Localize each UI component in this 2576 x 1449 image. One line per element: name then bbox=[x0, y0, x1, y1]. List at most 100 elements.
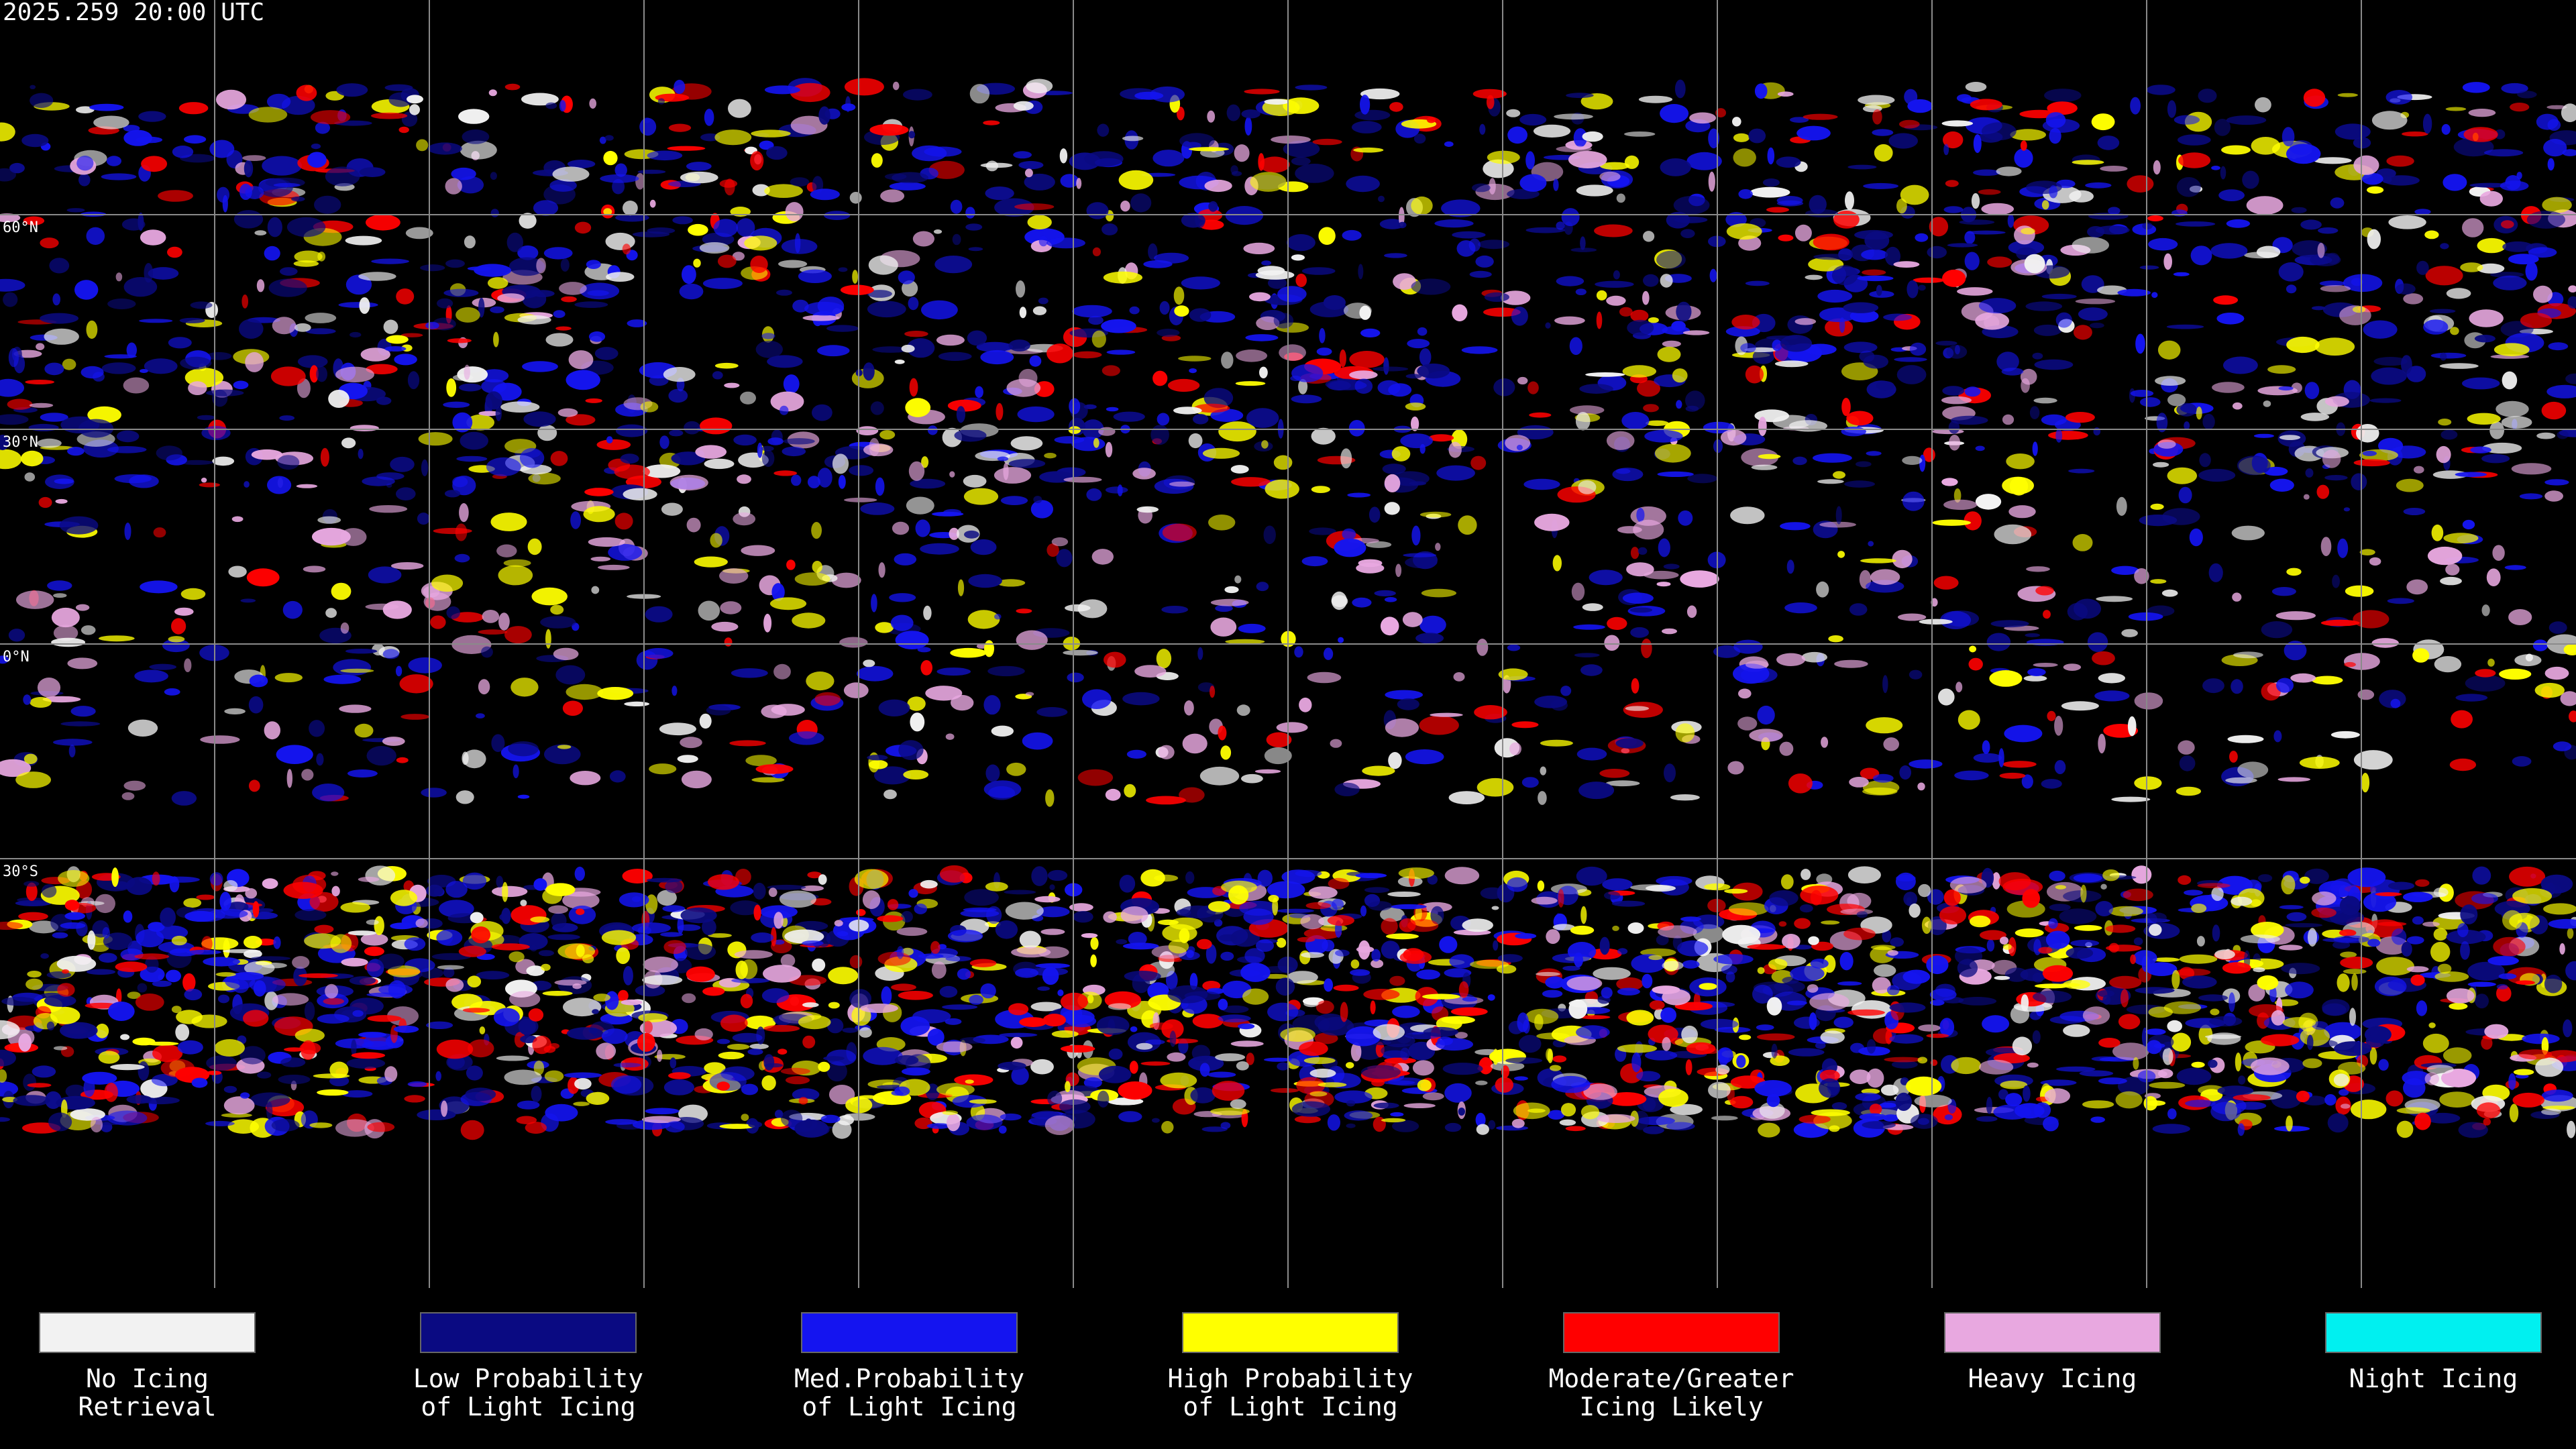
icing-patch bbox=[1419, 615, 1446, 635]
icing-patch bbox=[1966, 230, 2006, 235]
icing-patch bbox=[1199, 1063, 1210, 1077]
icing-patch bbox=[2043, 1116, 2059, 1132]
icing-patch bbox=[2257, 975, 2279, 990]
icing-patch bbox=[1029, 355, 1042, 367]
icing-patch bbox=[1384, 597, 1397, 602]
icing-patch bbox=[1957, 959, 1978, 977]
icing-patch bbox=[1024, 173, 1055, 191]
icing-patch bbox=[627, 319, 647, 327]
icing-patch bbox=[2290, 673, 2316, 683]
icing-patch bbox=[296, 484, 318, 488]
icing-patch bbox=[1469, 270, 1492, 278]
icing-patch bbox=[1044, 1115, 1075, 1135]
icing-patch bbox=[244, 961, 275, 975]
icing-patch bbox=[1352, 597, 1372, 608]
legend-label: Icing Likely bbox=[1579, 1392, 1764, 1421]
icing-patch bbox=[660, 932, 684, 937]
icing-patch bbox=[1197, 647, 1203, 660]
icing-patch bbox=[1056, 549, 1073, 568]
icing-patch bbox=[2455, 694, 2488, 702]
icing-patch bbox=[761, 988, 790, 1004]
icing-patch bbox=[719, 1124, 755, 1129]
icing-patch bbox=[2163, 253, 2172, 270]
icing-patch bbox=[1811, 1109, 1850, 1116]
icing-patch bbox=[111, 867, 119, 888]
icing-patch bbox=[616, 947, 631, 965]
icing-patch bbox=[1815, 1042, 1826, 1049]
icing-patch bbox=[1958, 997, 1997, 1006]
icing-patch bbox=[176, 1010, 203, 1024]
icing-patch bbox=[405, 227, 433, 239]
icing-patch bbox=[2073, 325, 2092, 340]
icing-patch bbox=[1096, 1016, 1130, 1035]
icing-patch bbox=[1724, 888, 1748, 894]
icing-patch bbox=[1063, 476, 1102, 483]
icing-patch bbox=[593, 994, 610, 1002]
icing-patch bbox=[2433, 888, 2449, 898]
icing-patch bbox=[396, 757, 409, 763]
icing-patch bbox=[93, 115, 129, 129]
icing-patch bbox=[38, 496, 52, 508]
icing-patch bbox=[103, 932, 133, 951]
icing-patch bbox=[1630, 309, 1649, 322]
icing-patch bbox=[1664, 763, 1676, 783]
icing-patch bbox=[1519, 174, 1547, 192]
icing-patch bbox=[812, 561, 822, 573]
icing-patch bbox=[740, 391, 756, 405]
icing-patch bbox=[490, 306, 504, 313]
icing-patch bbox=[2153, 160, 2161, 175]
icing-patch bbox=[520, 1035, 537, 1043]
icing-patch bbox=[490, 513, 527, 531]
icing-patch bbox=[2171, 1032, 2192, 1052]
icing-patch bbox=[0, 213, 21, 223]
icing-patch bbox=[2484, 149, 2524, 157]
icing-patch bbox=[2425, 266, 2463, 286]
icing-patch bbox=[2096, 596, 2133, 602]
icing-patch bbox=[2472, 866, 2491, 885]
icing-patch bbox=[172, 146, 194, 158]
icing-patch bbox=[1368, 506, 1381, 523]
icing-patch bbox=[790, 83, 830, 103]
icing-patch bbox=[123, 780, 146, 791]
icing-patch bbox=[1893, 261, 1920, 268]
icing-patch bbox=[23, 216, 45, 225]
icing-patch bbox=[1037, 986, 1050, 991]
icing-patch bbox=[2055, 429, 2063, 443]
icing-patch bbox=[1027, 215, 1052, 230]
icing-patch bbox=[1480, 887, 1505, 900]
icing-patch bbox=[1011, 1066, 1029, 1085]
icing-patch bbox=[267, 217, 282, 237]
icing-patch bbox=[527, 538, 542, 555]
icing-patch bbox=[2512, 756, 2532, 767]
icing-patch bbox=[999, 1032, 1038, 1038]
icing-patch bbox=[1008, 459, 1046, 468]
icing-patch bbox=[1331, 595, 1348, 607]
icing-patch bbox=[2440, 352, 2447, 361]
icing-patch bbox=[2134, 776, 2162, 790]
icing-patch bbox=[547, 934, 580, 941]
icing-patch bbox=[2004, 967, 2029, 982]
icing-patch bbox=[168, 636, 185, 643]
icing-patch bbox=[2341, 1104, 2351, 1109]
icing-patch bbox=[1979, 1059, 2014, 1075]
icing-patch bbox=[1483, 307, 1521, 317]
icing-patch bbox=[1399, 950, 1432, 964]
icing-patch bbox=[878, 562, 885, 578]
icing-patch bbox=[1981, 203, 2014, 215]
icing-patch bbox=[2226, 219, 2251, 228]
icing-patch bbox=[1476, 1124, 1489, 1135]
icing-patch bbox=[528, 472, 561, 485]
icing-patch bbox=[2509, 866, 2546, 887]
icing-patch bbox=[695, 445, 727, 459]
icing-patch bbox=[171, 1006, 182, 1014]
icing-patch bbox=[498, 565, 533, 586]
icing-patch bbox=[1500, 290, 1531, 305]
icing-patch bbox=[1346, 1123, 1356, 1128]
icing-patch bbox=[1477, 777, 1514, 797]
icing-patch bbox=[2002, 943, 2012, 950]
icing-patch bbox=[52, 932, 68, 938]
icing-patch bbox=[1105, 441, 1113, 458]
icing-patch bbox=[294, 1028, 325, 1042]
icing-patch bbox=[1077, 769, 1114, 786]
legend-label: No Icing bbox=[86, 1364, 209, 1393]
